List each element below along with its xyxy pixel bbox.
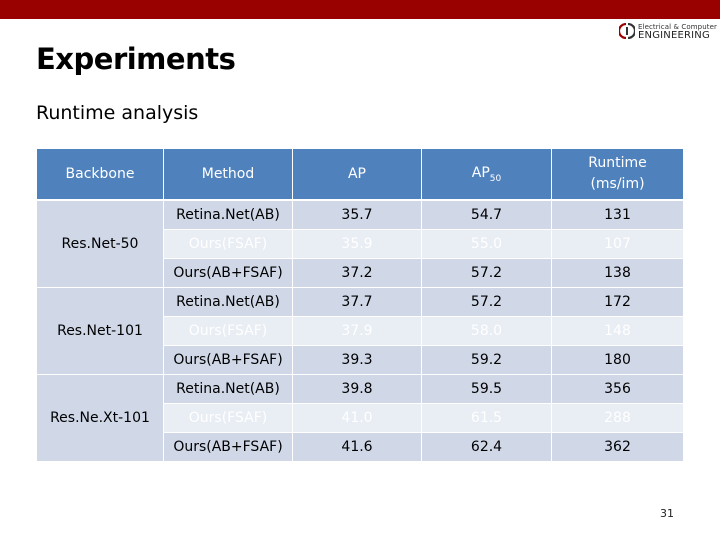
- method-cell: Retina.Net(AB): [164, 288, 293, 317]
- backbone-name: Res.Net-50: [61, 236, 139, 252]
- method-cell: Ours(AB+FSAF): [164, 259, 293, 288]
- runtime-cell: 356: [552, 375, 683, 404]
- table-row: Res.Net-50 Retina.Net(AB) 35.7 54.7 131: [37, 201, 683, 288]
- table-row: Res.Ne.Xt-101 Retina.Net(AB) 39.8 59.5 3…: [37, 375, 683, 462]
- method-cell: Ours(FSAF): [164, 317, 293, 346]
- department-logo: Electrical & Computer ENGINEERING: [619, 22, 717, 42]
- ap-cell: 37.2: [293, 259, 422, 288]
- table-header-row: Backbone Method AP AP50 Runtime (ms/im): [37, 149, 683, 201]
- slide-subtitle: Runtime analysis: [36, 102, 199, 124]
- table-row: Ours(FSAF) 35.9 55.0 107: [37, 230, 683, 259]
- runtime-label-line1: Runtime: [588, 155, 647, 171]
- method-cell: Retina.Net(AB): [164, 201, 293, 230]
- method-cell: Retina.Net(AB): [164, 375, 293, 404]
- ap-cell: 41.6: [293, 433, 422, 462]
- slide-title: Experiments: [36, 42, 236, 76]
- ap50-cell: 59.2: [422, 346, 552, 375]
- runtime-cell: 131: [552, 201, 683, 230]
- ap-cell: 35.9: [293, 230, 422, 259]
- runtime-cell: 138: [552, 259, 683, 288]
- runtime-cell: 288: [552, 404, 683, 433]
- ap50-subscript: 50: [489, 173, 502, 184]
- column-header-method: Method: [164, 149, 293, 201]
- table-row: Ours(FSAF) 41.0 61.5 288: [37, 404, 683, 433]
- column-header-ap50: AP50: [422, 149, 552, 201]
- ap50-cell: 59.5: [422, 375, 552, 404]
- backbone-name: Res.Ne.Xt-101: [50, 410, 150, 426]
- ap-cell: 39.8: [293, 375, 422, 404]
- column-header-ap: AP: [293, 149, 422, 201]
- column-header-backbone: Backbone: [37, 149, 164, 201]
- runtime-label-line2: (ms/im): [590, 176, 645, 192]
- runtime-cell: 107: [552, 230, 683, 259]
- ap50-cell: 61.5: [422, 404, 552, 433]
- logo-line-1: Electrical & Computer: [638, 23, 717, 31]
- logo-mark-icon: [619, 23, 635, 39]
- top-accent-bar: [0, 0, 720, 19]
- method-cell: Ours(FSAF): [164, 404, 293, 433]
- runtime-cell: 148: [552, 317, 683, 346]
- ap50-cell: 54.7: [422, 201, 552, 230]
- ap-cell: 37.9: [293, 317, 422, 346]
- ap-cell: 41.0: [293, 404, 422, 433]
- table-row: Ours(FSAF) 37.9 58.0 148: [37, 317, 683, 346]
- logo-line-2: ENGINEERING: [638, 30, 710, 41]
- table-row: Ours(AB+FSAF) 39.3 59.2 180: [37, 346, 683, 375]
- ap50-cell: 55.0: [422, 230, 552, 259]
- ap50-cell: 57.2: [422, 259, 552, 288]
- method-cell: Ours(AB+FSAF): [164, 433, 293, 462]
- ap-cell: 37.7: [293, 288, 422, 317]
- ap-cell: 35.7: [293, 201, 422, 230]
- table-row: Ours(AB+FSAF) 41.6 62.4 362: [37, 433, 683, 462]
- runtime-cell: 362: [552, 433, 683, 462]
- runtime-cell: 172: [552, 288, 683, 317]
- column-header-runtime: Runtime (ms/im): [552, 149, 683, 201]
- ap50-cell: 58.0: [422, 317, 552, 346]
- backbone-cell: Res.Net-50: [37, 201, 164, 288]
- backbone-name: Res.Net-101: [57, 323, 143, 339]
- table-row: Res.Net-101 Retina.Net(AB) 37.7 57.2 172: [37, 288, 683, 375]
- page-number: 31: [660, 507, 674, 520]
- backbone-cell: Res.Net-101: [37, 288, 164, 375]
- runtime-cell: 180: [552, 346, 683, 375]
- ap50-cell: 62.4: [422, 433, 552, 462]
- table-row: Ours(AB+FSAF) 37.2 57.2 138: [37, 259, 683, 288]
- ap-cell: 39.3: [293, 346, 422, 375]
- ap50-label: AP: [471, 164, 490, 181]
- backbone-cell: Res.Ne.Xt-101: [37, 375, 164, 462]
- ap50-cell: 57.2: [422, 288, 552, 317]
- method-cell: Ours(AB+FSAF): [164, 346, 293, 375]
- method-cell: Ours(FSAF): [164, 230, 293, 259]
- runtime-table: Backbone Method AP AP50 Runtime (ms/im) R…: [37, 149, 683, 462]
